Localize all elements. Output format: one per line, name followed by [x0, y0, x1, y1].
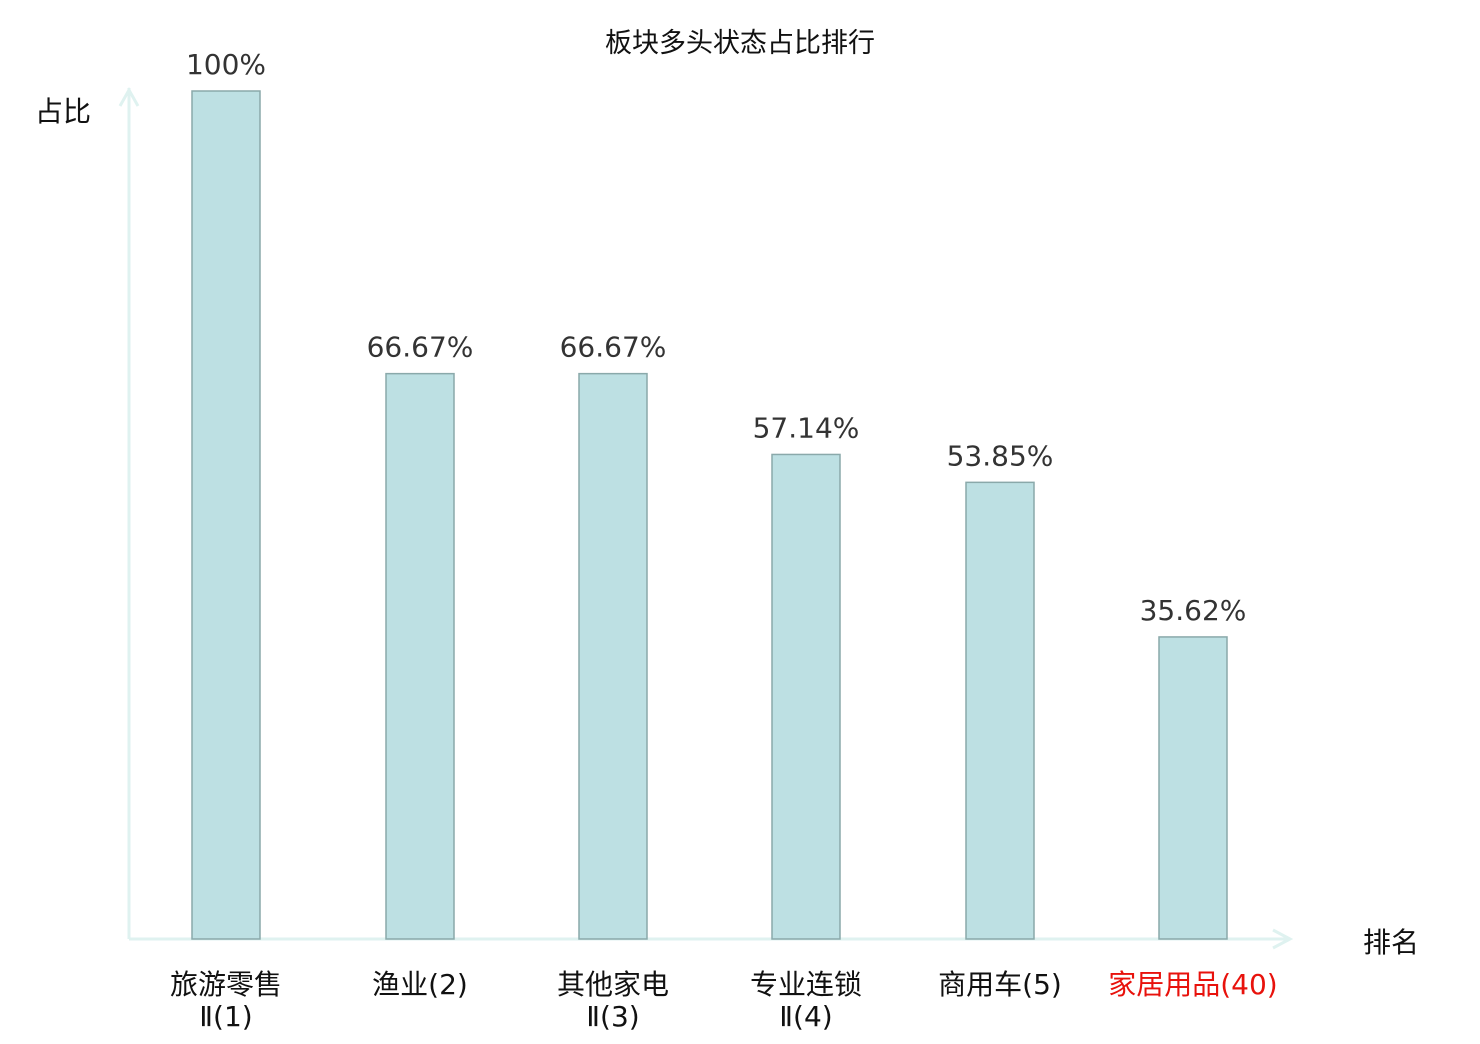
data-label: 66.67% — [367, 331, 474, 364]
bar — [965, 481, 1035, 940]
bars — [191, 90, 1228, 940]
data-label: 57.14% — [753, 411, 860, 444]
x-tick-label: 渔业(2) — [372, 968, 468, 1001]
x-tick-label: 家居用品(40) — [1108, 968, 1277, 1001]
bar — [578, 372, 648, 940]
y-axis-arrow-icon — [118, 86, 140, 107]
x-tick-label: 旅游零售 — [170, 968, 282, 1001]
x-tick-label: 商用车(5) — [938, 968, 1062, 1001]
x-tick-label: 其他家电 — [557, 968, 669, 1001]
x-tick-label: Ⅱ(3) — [586, 1000, 639, 1033]
data-label: 100% — [186, 48, 266, 81]
x-axis-arrow-icon — [1272, 928, 1294, 950]
y-axis-label: 占比 — [35, 95, 91, 128]
chart-title: 板块多头状态占比排行 — [605, 28, 875, 59]
bar — [771, 453, 841, 940]
x-tick-label: Ⅱ(4) — [779, 1000, 832, 1033]
data-label: 53.85% — [947, 439, 1054, 472]
data-label: 35.62% — [1140, 594, 1247, 627]
bar — [191, 90, 261, 940]
data-label: 66.67% — [560, 331, 667, 364]
x-tick-label: Ⅱ(1) — [199, 1000, 252, 1033]
x-tick-label: 专业连锁 — [750, 968, 862, 1001]
axes — [118, 86, 1294, 950]
x-axis-label: 排名 — [1363, 926, 1419, 959]
bar — [385, 372, 455, 940]
bar — [1158, 636, 1228, 940]
